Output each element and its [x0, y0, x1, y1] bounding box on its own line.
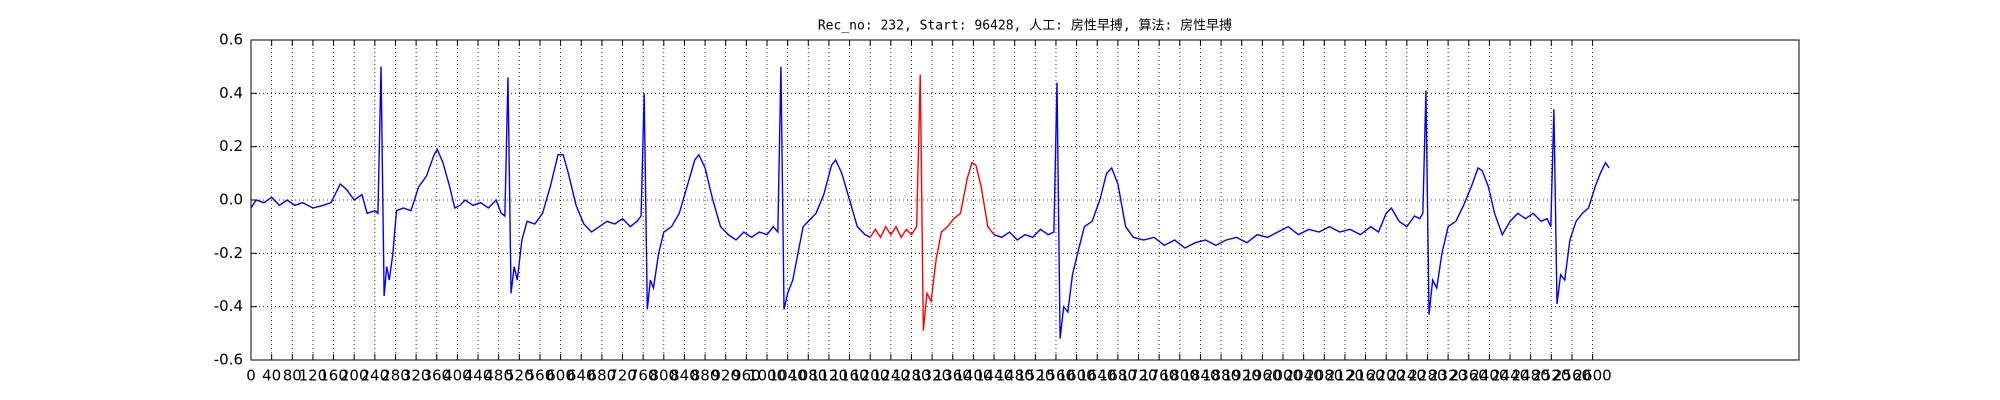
y-tick-label: 0.2	[219, 137, 243, 155]
x-tick-label: 880	[691, 367, 720, 385]
x-tick-label: 200	[340, 367, 369, 385]
x-tick-label: 440	[464, 367, 493, 385]
x-tick-label: 1880	[1202, 367, 1240, 385]
y-tick-label: -0.4	[214, 297, 243, 315]
x-tick-label: 2400	[1470, 367, 1508, 385]
x-tick-label: 2040	[1285, 367, 1323, 385]
x-tick-label: 2560	[1553, 367, 1591, 385]
x-tick-label: 1960	[1243, 367, 1281, 385]
x-tick-label: 2120	[1326, 367, 1364, 385]
x-tick-label: 400	[443, 367, 472, 385]
x-tick-label: 960	[732, 367, 761, 385]
x-tick-label: 1600	[1058, 367, 1096, 385]
x-tick-label: 320	[402, 367, 431, 385]
x-tick-label: 2600	[1574, 367, 1612, 385]
x-tick-label: 1000	[748, 367, 786, 385]
x-tick-label: 2440	[1491, 367, 1529, 385]
x-tick-label: 160	[319, 367, 348, 385]
x-tick-label: 840	[670, 367, 699, 385]
x-tick-label: 1160	[830, 367, 868, 385]
series-line	[250, 66, 871, 310]
x-tick-label: 1200	[851, 367, 889, 385]
x-tick-label: 280	[381, 367, 410, 385]
x-tick-label: 360	[422, 367, 451, 385]
y-tick-label: 0.6	[219, 31, 243, 49]
series-line	[993, 82, 1610, 339]
x-tick-label: 1120	[810, 367, 848, 385]
x-tick-label: 2240	[1388, 367, 1426, 385]
x-tick-label: 800	[649, 367, 678, 385]
x-tick-label: 1920	[1223, 367, 1261, 385]
y-tick-label: -0.2	[214, 244, 243, 262]
series-line	[869, 74, 995, 331]
y-tick-label: -0.6	[214, 351, 243, 369]
x-tick-label: 520	[505, 367, 534, 385]
x-tick-label: 1760	[1140, 367, 1178, 385]
x-tick-label: 2320	[1429, 367, 1467, 385]
x-tick-label: 2000	[1264, 367, 1302, 385]
x-tick-label: 1360	[934, 367, 972, 385]
x-tick-label: 2360	[1450, 367, 1488, 385]
x-tick-label: 1800	[1161, 367, 1199, 385]
x-tick-label: 680	[588, 367, 617, 385]
x-tick-label: 560	[526, 367, 555, 385]
x-tick-label: 1560	[1037, 367, 1075, 385]
x-tick-label: 1040	[769, 367, 807, 385]
x-tick-label: 720	[608, 367, 637, 385]
x-tick-label: 920	[711, 367, 740, 385]
x-tick-label: 1640	[1078, 367, 1116, 385]
x-tick-label: 1440	[975, 367, 1013, 385]
x-tick-label: 2200	[1367, 367, 1405, 385]
x-tick-label: 1840	[1181, 367, 1219, 385]
x-tick-label: 1720	[1119, 367, 1157, 385]
x-tick-label: 240	[361, 367, 390, 385]
x-tick-label: 1520	[1016, 367, 1054, 385]
x-tick-label: 1080	[789, 367, 827, 385]
x-tick-label: 1320	[913, 367, 951, 385]
x-tick-label: 2480	[1512, 367, 1550, 385]
x-tick-label: 40	[262, 367, 281, 385]
x-tick-label: 120	[299, 367, 328, 385]
y-tick-label: 0.4	[219, 84, 243, 102]
x-tick-label: 0	[246, 367, 256, 385]
x-tick-label: 760	[629, 367, 658, 385]
x-tick-label: 1680	[1099, 367, 1137, 385]
x-tick-label: 2280	[1408, 367, 1446, 385]
plot-frame	[250, 39, 1800, 361]
x-tick-label: 480	[484, 367, 513, 385]
x-tick-label: 1400	[954, 367, 992, 385]
x-tick-label: 1240	[872, 367, 910, 385]
x-tick-label: 2160	[1346, 367, 1384, 385]
x-tick-label: 2520	[1532, 367, 1570, 385]
y-tick-label: 0.0	[219, 191, 243, 209]
x-tick-label: 640	[567, 367, 596, 385]
chart-title: Rec_no: 232, Start: 96428, 人工: 房性早搏, 算法:…	[818, 18, 1232, 34]
x-tick-label: 1480	[996, 367, 1034, 385]
x-tick-label: 2080	[1305, 367, 1343, 385]
x-tick-label: 1280	[892, 367, 930, 385]
x-tick-label: 80	[283, 367, 302, 385]
x-tick-label: 600	[546, 367, 575, 385]
